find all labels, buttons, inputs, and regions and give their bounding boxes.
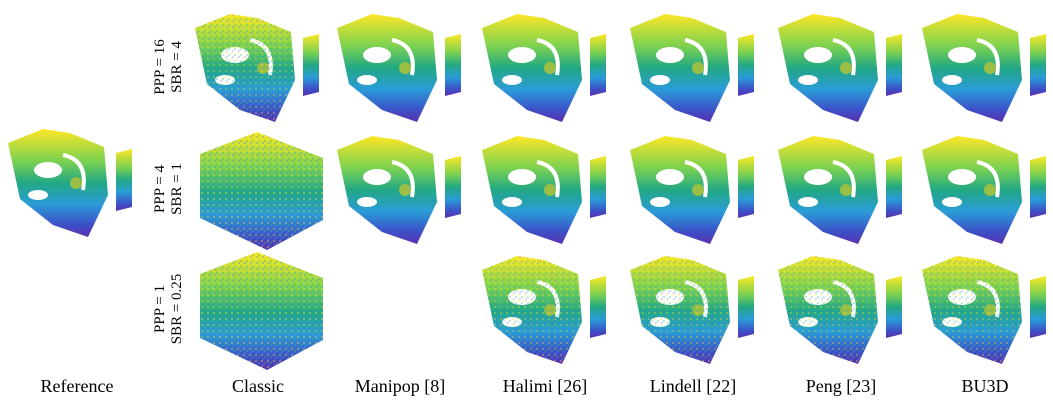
hole (357, 197, 377, 207)
point-cloud (8, 129, 108, 237)
noise (200, 252, 323, 370)
hole (650, 197, 670, 207)
hole (363, 169, 391, 185)
hole (502, 197, 522, 207)
point-cloud-strip (590, 34, 606, 96)
noise (200, 132, 323, 250)
point-cloud-strip (445, 156, 461, 218)
result-image (630, 256, 754, 364)
point-cloud-strip (1030, 34, 1046, 96)
point-cloud-strip (738, 276, 754, 338)
noise (482, 256, 582, 364)
result-image (195, 14, 319, 122)
column-label: BU3D (961, 376, 1008, 396)
hole (798, 197, 818, 207)
point-cloud-strip (590, 276, 606, 338)
plant (692, 184, 704, 196)
figure: Reference Classic Manipop [8] Halimi [26] L… (0, 0, 1053, 400)
row-label: SBR = 1 (169, 163, 185, 215)
hole (656, 47, 684, 63)
result-image (337, 136, 461, 244)
point-cloud-strip (886, 156, 902, 218)
plant (399, 184, 411, 196)
result-image (922, 136, 1046, 244)
hole (508, 47, 536, 63)
hole (942, 75, 962, 85)
column-label: Classic (232, 376, 284, 396)
result-image (337, 14, 461, 122)
plant (984, 184, 996, 196)
hole (34, 162, 62, 178)
row-label: PPP = 4 (152, 165, 168, 213)
point-cloud (922, 14, 1022, 122)
result-image (922, 256, 1046, 364)
hole (363, 47, 391, 63)
point-cloud (778, 136, 878, 244)
point-cloud-strip (886, 276, 902, 338)
column-label: Peng [23] (806, 376, 877, 396)
hole (656, 169, 684, 185)
plant (692, 62, 704, 74)
point-cloud (337, 136, 437, 244)
result-image (922, 14, 1046, 122)
point-cloud-strip (445, 34, 461, 96)
hole (508, 169, 536, 185)
point-cloud-strip (1030, 156, 1046, 218)
point-cloud-strip (738, 34, 754, 96)
point-cloud-strip (738, 156, 754, 218)
plant (544, 184, 556, 196)
hole (798, 75, 818, 85)
result-image (630, 14, 754, 122)
noise (778, 256, 878, 364)
result-image (200, 252, 323, 370)
hole (650, 75, 670, 85)
plant (840, 184, 852, 196)
noise (922, 256, 1022, 364)
row-label: SBR = 4 (169, 41, 185, 93)
row-label: SBR = 0.25 (169, 274, 185, 345)
result-image (200, 132, 323, 250)
result-image (630, 136, 754, 244)
result-image (482, 14, 606, 122)
point-cloud-strip (303, 34, 319, 96)
noise (195, 14, 295, 122)
row-label: PPP = 1 (152, 285, 168, 333)
point-cloud-strip (590, 156, 606, 218)
noise (630, 256, 730, 364)
hole (948, 169, 976, 185)
hole (804, 169, 832, 185)
hole (28, 190, 48, 200)
hole (942, 197, 962, 207)
point-cloud (922, 136, 1022, 244)
plant (399, 62, 411, 74)
point-cloud (482, 136, 582, 244)
result-image (482, 256, 606, 364)
point-cloud (630, 14, 730, 122)
result-image (482, 136, 606, 244)
column-label: Halimi [26] (503, 376, 587, 396)
column-label: Manipop [8] (355, 376, 445, 396)
column-label: Reference (41, 376, 114, 396)
hole (804, 47, 832, 63)
column-label: Lindell [22] (650, 376, 736, 396)
point-cloud (630, 136, 730, 244)
point-cloud-strip (886, 34, 902, 96)
hole (502, 75, 522, 85)
plant (984, 62, 996, 74)
result-image (778, 14, 902, 122)
plant (840, 62, 852, 74)
result-image (778, 256, 902, 364)
point-cloud-strip (116, 149, 132, 211)
point-cloud-strip (1030, 276, 1046, 338)
plant (70, 177, 82, 189)
point-cloud (482, 14, 582, 122)
result-image (778, 136, 902, 244)
row-label: PPP = 16 (152, 39, 168, 95)
plant (544, 62, 556, 74)
reference-image (8, 129, 132, 237)
hole (357, 75, 377, 85)
point-cloud (778, 14, 878, 122)
hole (948, 47, 976, 63)
point-cloud (337, 14, 437, 122)
